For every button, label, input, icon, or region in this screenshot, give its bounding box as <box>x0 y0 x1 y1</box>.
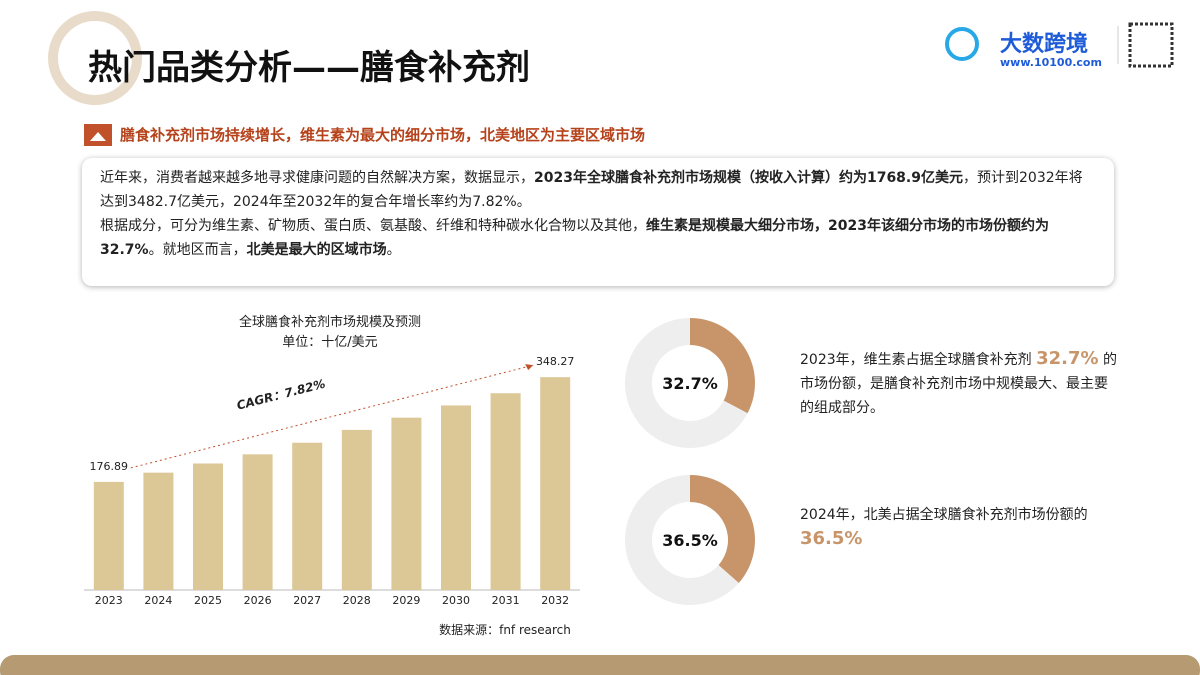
headline-icon-glyph <box>90 132 106 141</box>
summary-run: 近年来，消费者越来越多地寻求健康问题的自然解决方案，数据显示， <box>100 170 534 186</box>
bar <box>341 429 372 590</box>
pie-slice <box>625 475 739 605</box>
data-label: 176.89 <box>90 460 129 473</box>
x-tick-label: 2023 <box>95 594 123 607</box>
x-tick-label: 2028 <box>343 594 371 607</box>
bar <box>143 472 174 590</box>
note-text: 2024年，北美占据全球膳食补充剂市场份额的 <box>800 507 1088 523</box>
x-tick-label: 2027 <box>293 594 321 607</box>
note: 2024年，北美占据全球膳食补充剂市场份额的 36.5% <box>800 503 1120 552</box>
pie-slice <box>690 318 755 414</box>
logo-mark <box>945 27 979 61</box>
summary-run: 北美是最大的区域市场 <box>246 242 387 258</box>
x-tick-label: 2025 <box>194 594 222 607</box>
summary-paragraph: 近年来，消费者越来越多地寻求健康问题的自然解决方案，数据显示，2023年全球膳食… <box>100 166 1096 214</box>
note: 2023年，维生素占据全球膳食补充剂 32.7% 的市场份额，是膳食补充剂市场中… <box>800 347 1120 420</box>
note-highlight: 32.7% <box>1036 348 1099 369</box>
headline: 膳食补充剂市场持续增长，维生素为最大的细分市场，北美地区为主要区域市场 <box>120 126 646 144</box>
brand: 大数跨境 <box>1000 32 1089 57</box>
center-label: 32.7% <box>662 374 718 393</box>
note-highlight: 36.5% <box>800 528 863 549</box>
pie-slice <box>690 475 755 583</box>
bar <box>490 393 521 590</box>
qr-code <box>1128 22 1174 68</box>
summary-run: 维生素是规模最大细分市场，2023年该细分市场的市场份额约为32.7% <box>100 218 1049 258</box>
note-text: 的市场份额，是膳食补充剂市场中规模最大、最主要的组成部分。 <box>800 352 1117 416</box>
x-tick-label: 2030 <box>442 594 470 607</box>
page-title: 热门品类分析——膳食补充剂 <box>88 48 530 88</box>
bar <box>441 405 471 590</box>
bar <box>540 377 571 590</box>
bar <box>93 481 124 590</box>
summary-paragraph: 根据成分，可分为维生素、矿物质、蛋白质、氨基酸、纤维和特种碳水化合物以及其他，维… <box>100 214 1096 262</box>
source: 数据来源：fnf research <box>439 622 571 637</box>
summary-run: ，预计到2032年将达到3482.7亿美元，2024年至2032年的复合年增长率… <box>100 170 1083 210</box>
bar <box>193 463 223 590</box>
x-tick-label: 2026 <box>244 594 272 607</box>
summary-run: 2023年全球膳食补充剂市场规模（按收入计算）约为1768.9亿美元 <box>534 170 963 186</box>
bar <box>391 417 422 590</box>
brand-url: www.10100.com <box>1000 56 1102 69</box>
trend-arrow <box>130 364 534 469</box>
x-tick-label: 2031 <box>492 594 520 607</box>
x-tick-label: 2029 <box>392 594 420 607</box>
x-tick-label: 2032 <box>541 594 569 607</box>
bar <box>292 442 323 590</box>
center-label: 36.5% <box>662 531 718 550</box>
annotation: CAGR：7.82% <box>235 377 326 413</box>
summary-run: 。就地区而言， <box>148 242 247 258</box>
pie-slice <box>625 318 748 449</box>
footer-band <box>0 655 1200 675</box>
bar <box>242 454 273 590</box>
x-tick-label: 2024 <box>144 594 172 607</box>
data-label: 348.27 <box>536 355 575 368</box>
chart-title: 全球膳食补充剂市场规模及预测 <box>239 314 421 330</box>
trend-arrowhead <box>525 364 534 371</box>
summary-box: 近年来，消费者越来越多地寻求健康问题的自然解决方案，数据显示，2023年全球膳食… <box>82 158 1114 286</box>
decor-ring <box>48 11 142 105</box>
note-text: 2023年，维生素占据全球膳食补充剂 <box>800 352 1032 368</box>
chart-subtitle: 单位：十亿/美元 <box>282 335 377 350</box>
summary-run: 根据成分，可分为维生素、矿物质、蛋白质、氨基酸、纤维和特种碳水化合物以及其他， <box>100 218 646 234</box>
summary-run: 。 <box>386 242 401 258</box>
